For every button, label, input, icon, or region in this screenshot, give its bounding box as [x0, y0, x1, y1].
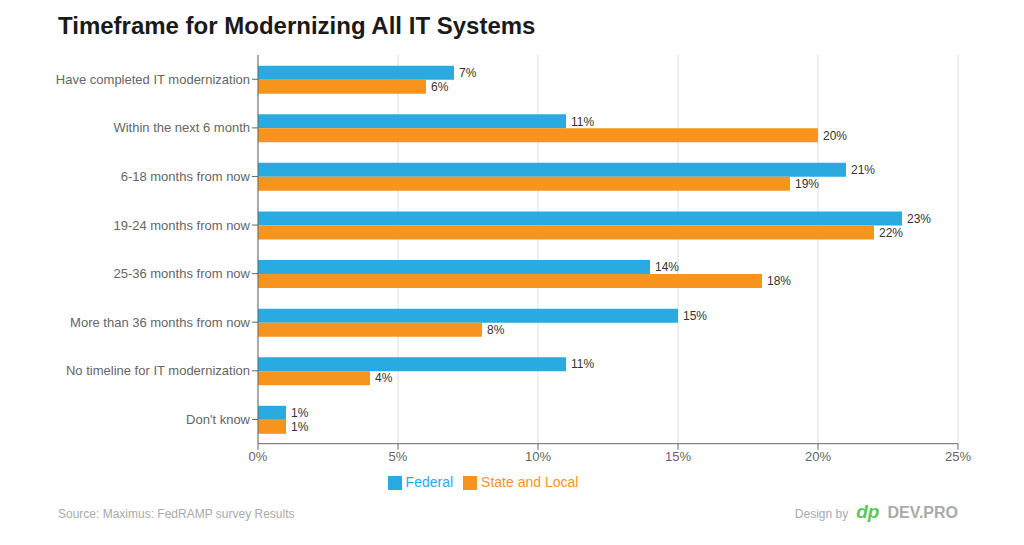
svg-text:6%: 6%: [431, 80, 449, 94]
svg-text:1%: 1%: [291, 406, 309, 420]
svg-text:19-24 months from now: 19-24 months from now: [113, 218, 250, 233]
svg-text:25%: 25%: [945, 449, 971, 464]
svg-text:25-36 months from now: 25-36 months from now: [113, 266, 250, 281]
svg-text:22%: 22%: [879, 226, 903, 240]
svg-text:18%: 18%: [767, 274, 791, 288]
svg-text:20%: 20%: [823, 129, 847, 143]
svg-text:Don't know: Don't know: [186, 412, 251, 427]
svg-text:5%: 5%: [389, 449, 408, 464]
svg-text:No timeline for IT modernizati: No timeline for IT modernization: [66, 363, 250, 378]
html-text:Federal: Federal: [405, 473, 454, 490]
svg-text:15%: 15%: [683, 309, 707, 323]
svg-text:23%: 23%: [907, 212, 931, 226]
svg-text:Within the next 6 month: Within the next 6 month: [113, 120, 250, 135]
html-text:Source: Maximus: FedRAMP surve: Source: Maximus: FedRAMP survey Results: [58, 507, 295, 521]
html-text:Timeframe for Modernizing All: Timeframe for Modernizing All IT Systems: [58, 12, 536, 39]
svg-text:14%: 14%: [655, 260, 679, 274]
html-text:Design by dp DEV.PRO: Design by dp DEV.PRO: [794, 501, 958, 522]
svg-text:21%: 21%: [851, 163, 875, 177]
svg-text:19%: 19%: [795, 177, 819, 191]
svg-text:11%: 11%: [571, 115, 594, 129]
svg-text:Have completed IT modernizatio: Have completed IT modernization: [56, 72, 250, 87]
svg-text:15%: 15%: [665, 449, 691, 464]
svg-text:8%: 8%: [487, 323, 505, 337]
svg-text:More than 36 months from now: More than 36 months from now: [70, 315, 251, 330]
html-text:State and Local: State and Local: [481, 473, 579, 490]
svg-text:10%: 10%: [525, 449, 551, 464]
svg-text:20%: 20%: [805, 449, 831, 464]
svg-text:11%: 11%: [571, 357, 594, 371]
svg-text:0%: 0%: [249, 449, 268, 464]
svg-text:7%: 7%: [459, 66, 477, 80]
svg-text:4%: 4%: [375, 371, 393, 385]
svg-text:6-18 months from now: 6-18 months from now: [121, 169, 251, 184]
svg-text:1%: 1%: [291, 420, 309, 434]
